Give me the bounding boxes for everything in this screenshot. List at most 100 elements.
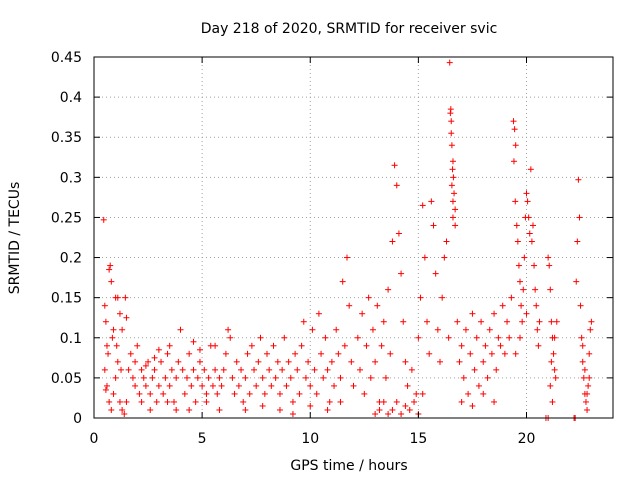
y-tick-label: 0 xyxy=(73,411,82,427)
data-point xyxy=(382,374,389,381)
data-point xyxy=(545,254,552,261)
data-point xyxy=(274,358,281,365)
data-point xyxy=(437,358,443,365)
data-point xyxy=(181,390,188,397)
data-point xyxy=(518,302,525,309)
data-point xyxy=(240,398,247,405)
data-point xyxy=(145,358,152,365)
data-point xyxy=(160,390,167,397)
data-point xyxy=(424,318,431,325)
data-point xyxy=(587,326,594,333)
grid-lines xyxy=(94,57,613,418)
data-point xyxy=(106,266,113,273)
y-axis-title: SRMTID / TECUs xyxy=(7,182,23,295)
data-point xyxy=(199,382,206,389)
data-point xyxy=(406,406,413,413)
data-point xyxy=(233,358,240,365)
data-point xyxy=(177,326,184,333)
data-point xyxy=(253,382,260,389)
data-point xyxy=(367,374,374,381)
data-point xyxy=(517,334,524,341)
data-point xyxy=(534,326,541,333)
data-point xyxy=(102,318,109,325)
data-point xyxy=(458,342,465,349)
data-point xyxy=(450,174,457,181)
data-point xyxy=(123,398,130,405)
data-point xyxy=(333,326,340,333)
data-point xyxy=(372,358,379,365)
data-point xyxy=(183,374,190,381)
data-point xyxy=(513,222,520,229)
data-point xyxy=(164,350,171,357)
data-point xyxy=(166,382,173,389)
data-point xyxy=(389,406,396,413)
data-point xyxy=(579,342,586,349)
data-point xyxy=(363,342,370,349)
data-point xyxy=(331,382,338,389)
data-point xyxy=(100,216,107,223)
data-point xyxy=(324,406,331,413)
data-point xyxy=(493,366,500,373)
data-point xyxy=(449,214,456,221)
data-point xyxy=(110,326,117,333)
data-point xyxy=(512,198,519,205)
data-point xyxy=(488,350,495,357)
data-point xyxy=(149,374,156,381)
data-point xyxy=(510,118,517,125)
data-point xyxy=(294,366,301,373)
data-point xyxy=(140,374,147,381)
y-tick-label: 0.45 xyxy=(51,50,82,66)
data-point xyxy=(525,214,532,221)
data-point xyxy=(506,334,513,341)
data-point xyxy=(504,318,511,325)
data-point xyxy=(575,176,582,183)
data-point xyxy=(448,118,455,125)
data-point xyxy=(337,374,344,381)
data-point xyxy=(475,382,482,389)
data-point xyxy=(302,374,309,381)
data-point xyxy=(106,398,113,405)
data-point xyxy=(285,358,292,365)
data-point xyxy=(122,294,129,301)
data-point xyxy=(588,318,595,325)
data-point xyxy=(471,366,478,373)
data-point xyxy=(151,354,158,361)
data-point xyxy=(108,406,115,413)
data-point xyxy=(136,390,143,397)
data-point xyxy=(203,398,210,405)
data-point xyxy=(246,390,253,397)
data-point xyxy=(259,374,266,381)
data-point xyxy=(536,318,543,325)
data-point xyxy=(549,398,556,405)
data-point xyxy=(113,342,120,349)
data-point xyxy=(264,350,270,357)
data-point xyxy=(134,342,141,349)
data-point xyxy=(311,366,318,373)
data-point xyxy=(512,350,519,357)
y-tick-label: 0.35 xyxy=(51,130,82,146)
data-point xyxy=(584,390,591,397)
data-point xyxy=(225,326,232,333)
data-point xyxy=(158,358,165,365)
data-point xyxy=(196,358,203,365)
data-point xyxy=(465,390,472,397)
data-point xyxy=(486,326,493,333)
data-point xyxy=(248,342,255,349)
data-point xyxy=(523,190,530,197)
data-point xyxy=(491,398,498,405)
data-point xyxy=(326,398,333,405)
data-point xyxy=(413,390,420,397)
data-point xyxy=(109,334,116,341)
data-point xyxy=(445,334,452,341)
data-point xyxy=(419,202,426,209)
data-point xyxy=(448,182,455,189)
data-point xyxy=(261,390,268,397)
data-point xyxy=(548,358,555,365)
data-point xyxy=(315,310,322,317)
data-point xyxy=(415,334,422,341)
data-point xyxy=(114,358,121,365)
data-point xyxy=(586,350,593,357)
data-point xyxy=(214,390,221,397)
data-point xyxy=(192,398,199,405)
data-point xyxy=(251,366,258,373)
